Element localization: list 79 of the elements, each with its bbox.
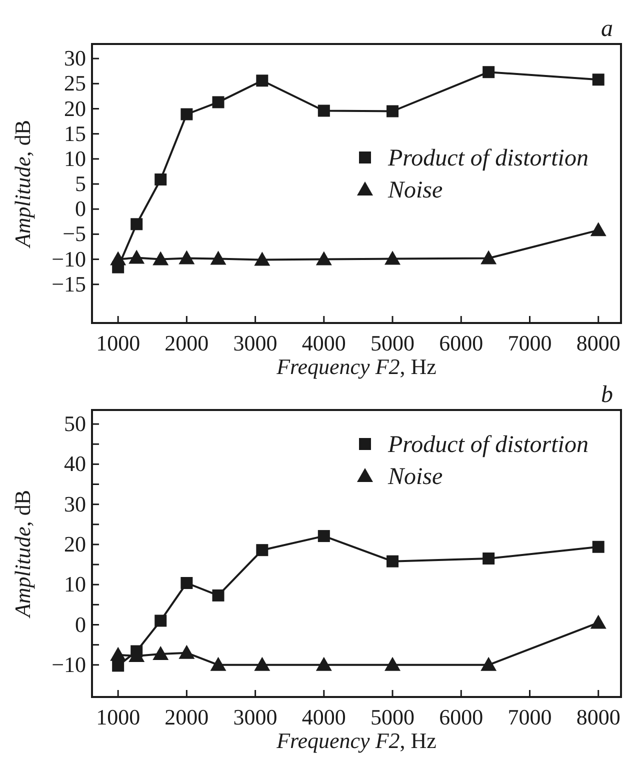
point [256, 74, 268, 87]
x-tick-label: 5000 [370, 330, 415, 356]
point [316, 656, 332, 671]
point [212, 96, 224, 108]
point [592, 540, 604, 553]
x-tick-label: 6000 [439, 330, 484, 356]
x-tick-label: 7000 [508, 704, 552, 730]
point [110, 646, 126, 661]
y-tick-label: 10 [64, 572, 86, 597]
point [590, 614, 606, 629]
point [128, 250, 145, 264]
x-tick-label: 3000 [233, 330, 278, 356]
legend-label: Product of distortion [387, 432, 588, 458]
point [130, 218, 143, 230]
y-tick-label: 25 [64, 70, 86, 96]
x-tick-label: 8000 [576, 330, 620, 356]
y-axis-title: Amplitude, dB [10, 490, 35, 620]
point [178, 644, 195, 659]
point [384, 250, 401, 265]
y-tick-label: 30 [64, 491, 86, 516]
point [386, 555, 399, 568]
y-tick-label: 50 [64, 411, 86, 436]
x-tick-label: 5000 [370, 704, 415, 730]
point [256, 544, 268, 556]
y-tick-label: 20 [64, 532, 86, 557]
point [590, 222, 606, 236]
point [210, 656, 226, 671]
point [110, 251, 126, 266]
y-tick-label: 0 [75, 196, 86, 222]
point [316, 251, 332, 266]
point [180, 108, 193, 120]
point [480, 250, 497, 264]
point [254, 656, 270, 671]
point [154, 614, 167, 627]
y-tick-label: −10 [52, 652, 86, 677]
x-tick-label: 4000 [302, 330, 346, 356]
x-tick-label: 8000 [576, 704, 620, 730]
x-tick-label: 1000 [96, 330, 140, 356]
point [318, 104, 330, 117]
x-tick-label: 6000 [439, 704, 484, 730]
point [386, 105, 399, 118]
legend-label: Noise [387, 178, 444, 204]
point [384, 656, 401, 671]
y-tick-label: −10 [52, 246, 86, 272]
x-tick-label: 2000 [164, 330, 209, 356]
x-tick-label: 7000 [508, 330, 552, 356]
legend-label: Noise [387, 464, 444, 490]
y-tick-label: 20 [64, 96, 86, 121]
point [152, 646, 169, 660]
x-tick-label: 3000 [233, 704, 278, 730]
point [480, 656, 497, 671]
point [482, 552, 495, 565]
point [178, 250, 195, 264]
y-tick-label: 15 [64, 120, 86, 146]
y-axis-title: Amplitude, dB [10, 120, 35, 250]
point [180, 577, 193, 590]
y-tick-label: 0 [75, 612, 86, 637]
y-tick-label: 5 [75, 171, 86, 196]
y-tick-label: 30 [64, 46, 86, 71]
legend-label: Product of distortion [387, 146, 588, 172]
point [482, 66, 495, 78]
point [154, 173, 167, 186]
point [318, 530, 330, 542]
y-tick-label: 10 [64, 146, 86, 171]
point [592, 74, 604, 86]
x-axis-title: Frequency F2, Hz [276, 728, 437, 753]
point [210, 250, 226, 265]
x-tick-label: 4000 [302, 704, 346, 730]
text: b [601, 382, 613, 408]
y-tick-label: −5 [62, 221, 86, 246]
y-tick-label: −15 [52, 271, 86, 296]
x-axis-title: Frequency F2, Hz [276, 354, 437, 379]
point [152, 251, 169, 266]
x-tick-label: 2000 [164, 704, 209, 730]
text: a [601, 16, 613, 42]
point [254, 252, 270, 266]
point [212, 589, 224, 602]
x-tick-label: 1000 [96, 704, 140, 730]
y-tick-label: 40 [64, 451, 86, 476]
